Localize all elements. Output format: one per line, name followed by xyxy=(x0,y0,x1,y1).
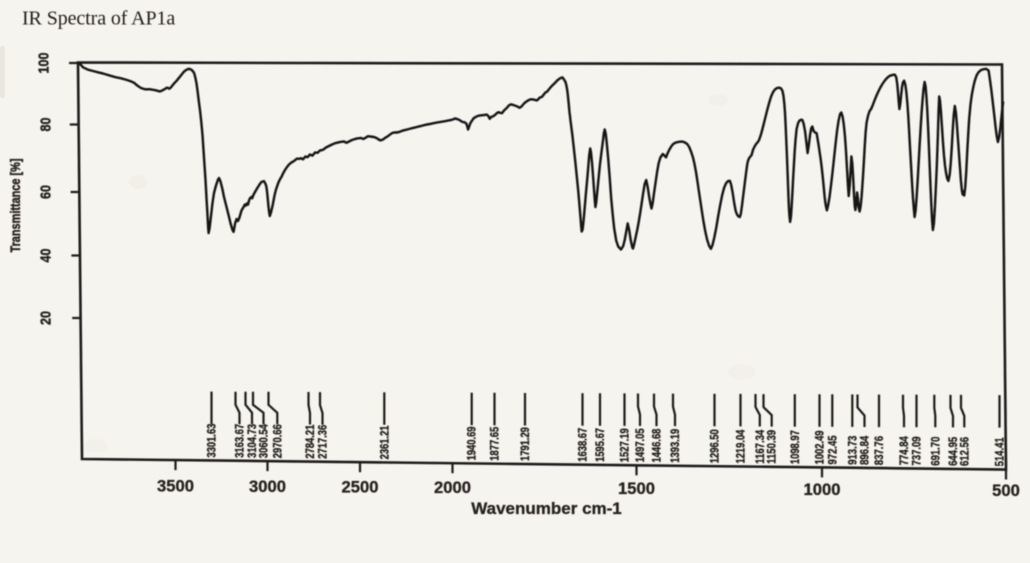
svg-text:IR Spectra of AP1a: IR Spectra of AP1a xyxy=(22,8,175,30)
svg-text:1000: 1000 xyxy=(804,480,841,499)
svg-text:500: 500 xyxy=(992,481,1020,500)
svg-text:1150.39: 1150.39 xyxy=(767,430,779,464)
svg-text:972.45: 972.45 xyxy=(827,435,839,465)
svg-text:514.41: 514.41 xyxy=(995,437,1007,467)
svg-text:20: 20 xyxy=(38,311,55,325)
svg-text:1002.49: 1002.49 xyxy=(815,431,827,465)
svg-text:1497.05: 1497.05 xyxy=(635,428,647,462)
svg-text:1940.69: 1940.69 xyxy=(467,427,479,461)
svg-text:2361.21: 2361.21 xyxy=(379,425,391,459)
svg-text:612.56: 612.56 xyxy=(959,437,971,466)
svg-text:1446.68: 1446.68 xyxy=(652,428,664,462)
svg-text:1595.67: 1595.67 xyxy=(595,428,607,462)
svg-text:2000: 2000 xyxy=(434,478,471,497)
svg-text:3104.73: 3104.73 xyxy=(247,424,259,458)
svg-text:2784.21: 2784.21 xyxy=(305,424,317,458)
svg-text:2970.66: 2970.66 xyxy=(272,424,284,458)
svg-text:40: 40 xyxy=(38,249,55,263)
svg-text:3500: 3500 xyxy=(157,477,194,496)
svg-text:1500: 1500 xyxy=(618,479,655,498)
svg-text:3163.67: 3163.67 xyxy=(235,424,247,458)
svg-text:2717.36: 2717.36 xyxy=(318,425,330,459)
svg-text:1527.19: 1527.19 xyxy=(620,428,632,462)
svg-text:737.09: 737.09 xyxy=(912,436,924,465)
svg-text:1219.04: 1219.04 xyxy=(736,429,748,463)
svg-text:60: 60 xyxy=(38,185,55,199)
svg-text:100: 100 xyxy=(36,53,53,74)
svg-text:1877.65: 1877.65 xyxy=(490,426,502,460)
svg-text:Transmittance [%]: Transmittance [%] xyxy=(8,159,23,253)
svg-text:3060.54: 3060.54 xyxy=(259,424,271,458)
svg-text:691.70: 691.70 xyxy=(930,437,942,466)
svg-text:774.84: 774.84 xyxy=(899,436,911,466)
svg-text:913.73: 913.73 xyxy=(847,436,859,465)
svg-text:1296.50: 1296.50 xyxy=(710,429,722,463)
svg-text:2500: 2500 xyxy=(342,478,379,497)
svg-text:1393.19: 1393.19 xyxy=(670,429,682,463)
svg-text:1098.97: 1098.97 xyxy=(790,430,802,464)
svg-text:1638.67: 1638.67 xyxy=(578,428,590,462)
svg-text:3301.63: 3301.63 xyxy=(207,424,219,458)
svg-text:1167.34: 1167.34 xyxy=(755,429,767,463)
svg-text:80: 80 xyxy=(38,118,55,132)
svg-text:837.76: 837.76 xyxy=(874,436,886,465)
svg-text:1791.29: 1791.29 xyxy=(520,427,532,461)
svg-text:644.95: 644.95 xyxy=(948,436,960,466)
svg-text:Wavenumber cm-1: Wavenumber cm-1 xyxy=(471,499,622,518)
svg-text:896.84: 896.84 xyxy=(860,435,872,465)
svg-text:3000: 3000 xyxy=(249,477,286,496)
